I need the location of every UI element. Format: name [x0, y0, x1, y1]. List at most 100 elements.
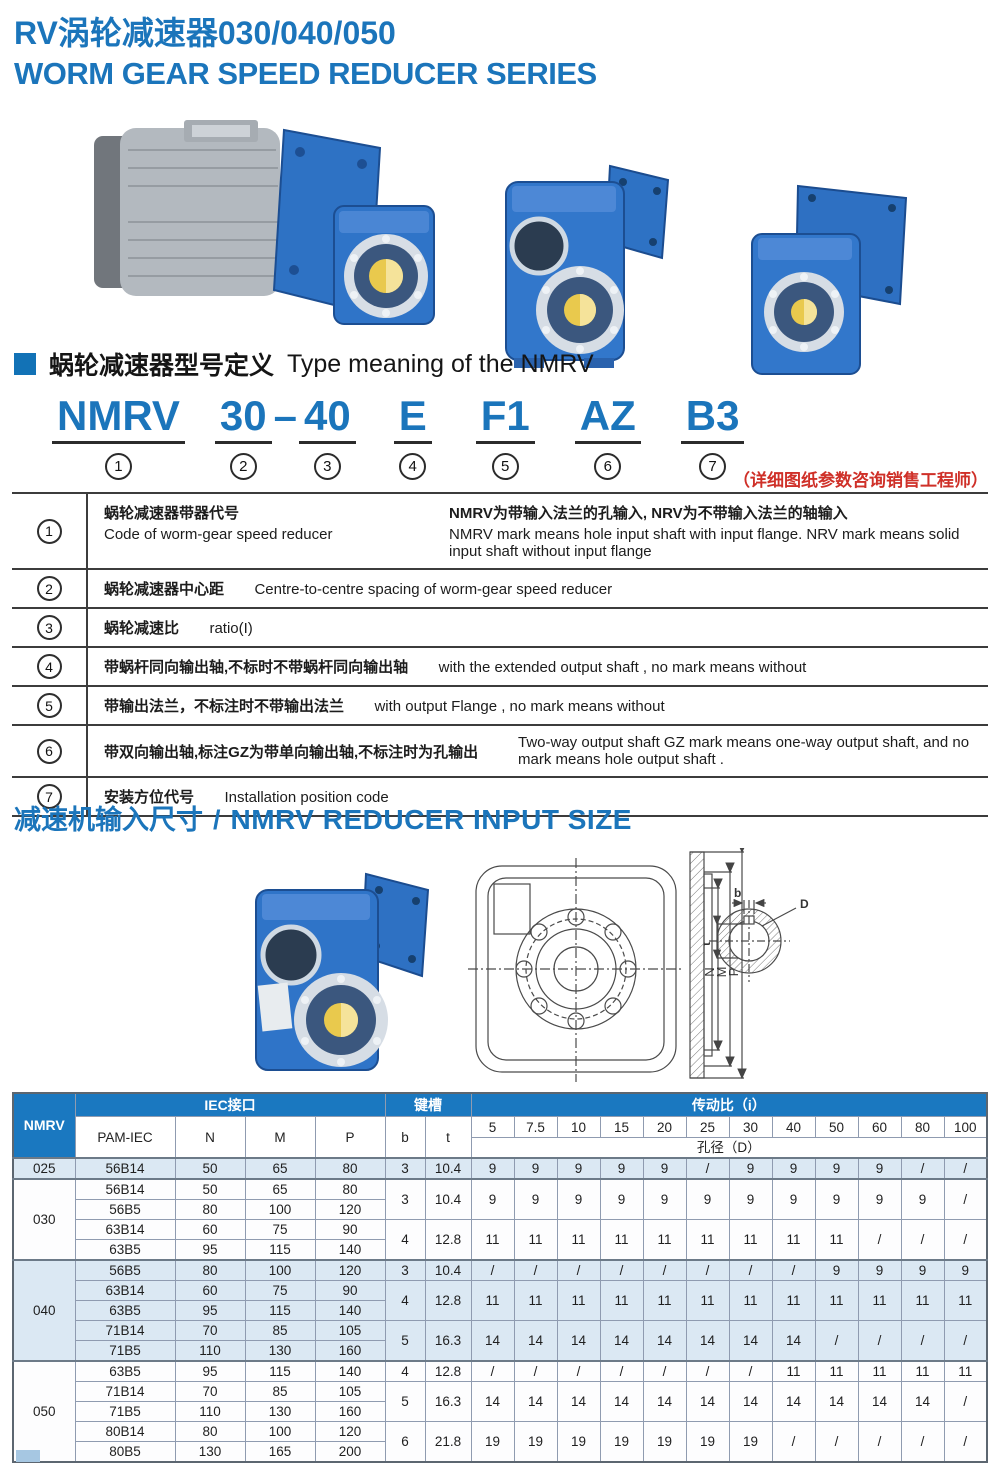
table-cell: 90 — [314, 1280, 386, 1301]
table-cell: 115 — [244, 1360, 316, 1382]
table-cell: 14 — [556, 1320, 601, 1362]
table-cell: 85 — [244, 1381, 316, 1402]
table-row: 030 56B14 50 65 80 3 10.4 9 9 9 9 9 9 9 9 9 9 9/ — [12, 1178, 988, 1261]
table-cell: 14 — [556, 1381, 601, 1422]
product-photo-reducer-three-quarter — [255, 872, 430, 1071]
table-cell: 19 — [642, 1421, 687, 1463]
row-number-badge: 2 — [36, 576, 62, 601]
table-row: 63B5 95 115 140 — [13, 1300, 987, 1321]
table-cell: 9 — [599, 1178, 644, 1220]
table-cell: 120 — [314, 1421, 386, 1442]
table-cell: / — [599, 1360, 644, 1382]
table-cell: 9 — [556, 1178, 601, 1220]
table-cell: 19 — [728, 1421, 773, 1463]
table-cell: 105 — [314, 1381, 386, 1402]
section-title-chinese: 蜗轮减速器型号定义 — [49, 352, 275, 380]
definition-zh: 蜗轮减速器带器代号 — [104, 505, 240, 522]
table-cell: 14 — [513, 1320, 558, 1362]
code-text: E — [393, 393, 432, 445]
table-cell: / — [814, 1421, 859, 1463]
table-cell: 71B14 — [74, 1381, 176, 1402]
table-cell: / — [943, 1178, 988, 1220]
table-cell: 130 — [244, 1401, 316, 1422]
table-cell: 63B5 — [74, 1360, 176, 1382]
table-cell: 140 — [314, 1239, 386, 1261]
table-cell: 11 — [771, 1360, 816, 1382]
section2-title-chinese: 减速机输入尺寸 — [14, 805, 203, 835]
model-code-segment: NMRV 1 — [52, 393, 185, 481]
table-cell: 9 — [857, 1259, 902, 1281]
row-number-cell: 3 — [12, 608, 88, 648]
header-nmrv: NMRV — [12, 1092, 76, 1159]
table-cell: 16.3 — [424, 1320, 472, 1362]
table-cell: 90 — [314, 1219, 386, 1240]
table-cell: 10.4 — [424, 1178, 472, 1220]
header-ratio: 10 — [556, 1116, 601, 1138]
table-cell: 63B14 — [74, 1280, 176, 1301]
table-cell: 14 — [814, 1381, 859, 1422]
table-cell: 3 — [384, 1157, 426, 1180]
table-cell: 14 — [685, 1381, 730, 1422]
table-header-row: NMRV IEC接口 键槽 传动比（i） — [12, 1092, 988, 1159]
table-cell: 11 — [556, 1280, 601, 1321]
table-cell: 11 — [943, 1360, 988, 1382]
product-photo-motor-reducer — [94, 120, 435, 325]
table-cell: 115 — [244, 1300, 316, 1321]
table-cell: 11 — [814, 1280, 859, 1321]
table-cell: 50 — [174, 1157, 246, 1180]
model-code-segment: E 4 — [393, 393, 432, 481]
table-row: 050 63B5 95 115 140 4 12.8// / / / //11 11 11 11 11 — [12, 1360, 988, 1463]
row-number-cell: 6 — [12, 725, 88, 778]
row-content-cell: 蜗轮减速器中心距 Centre-to-centre spacing of wor… — [87, 569, 988, 609]
definition-en: Two-way output shaft GZ mark means one-w… — [518, 734, 970, 768]
definition-zh: 蜗轮减速比 — [104, 620, 180, 637]
table-cell: 11 — [685, 1219, 730, 1261]
table-cell: 11 — [599, 1280, 644, 1321]
model-code-segment: AZ 6 — [574, 393, 641, 481]
table-cell: 70 — [174, 1320, 246, 1341]
table-cell: 4 — [384, 1360, 426, 1382]
table-row: 4 带蜗杆同向输出轴,不标时不带蜗杆同向输出轴 with the extende… — [12, 647, 988, 687]
table-cell: 9 — [513, 1178, 558, 1220]
table-cell: 60 — [174, 1219, 246, 1240]
definition-en: Centre-to-centre spacing of worm-gear sp… — [254, 581, 613, 598]
title-english: WORM GEAR SPEED REDUCER SERIES — [14, 56, 597, 92]
header-m: M — [244, 1116, 316, 1159]
table-row: 025 56B14 50 65 80 3 10.4 9 9 9 9 9/9 9 9 9// — [12, 1157, 988, 1180]
definition-en: with output Flange , no mark means witho… — [374, 698, 665, 715]
table-cell: 56B14 — [74, 1178, 176, 1200]
table-cell: 71B14 — [74, 1320, 176, 1341]
model-code-segment: 30 2 — [214, 393, 272, 481]
table-cell: 120 — [314, 1199, 386, 1220]
table-cell: 9 — [728, 1157, 773, 1180]
table-cell: 14 — [771, 1320, 816, 1362]
table-cell: 14 — [857, 1381, 902, 1422]
table-row: 56B5 80 100 120 — [13, 1199, 987, 1220]
table-cell: / — [900, 1157, 945, 1180]
table-cell: 63B5 — [74, 1239, 176, 1261]
table-row: 71B14 70 85 105 5 16.3 14 14 14 14 14 14 14 14// / / — [13, 1320, 988, 1362]
table-cell: 14 — [771, 1381, 816, 1422]
row-number-badge: 7 — [36, 784, 62, 809]
header-ratio: 15 — [599, 1116, 644, 1138]
dimension-label-p: P — [726, 968, 741, 977]
table-cell: 9 — [771, 1157, 816, 1180]
table-cell: 025 — [12, 1157, 76, 1180]
header-keyway-group: 键槽 — [384, 1092, 472, 1117]
table-cell: 11 — [728, 1280, 773, 1321]
table-cell: 71B5 — [74, 1340, 176, 1362]
section2-title-english: NMRV REDUCER INPUT SIZE — [230, 804, 632, 835]
table-cell: 60 — [174, 1280, 246, 1301]
title-chinese: RV涡轮减速器030/040/050 — [14, 15, 396, 51]
table-cell: 11 — [513, 1219, 558, 1261]
row-content-cell: 蜗轮减速器带器代号 NMRV为带输入法兰的孔输入, NRV为不带输入法兰的轴输入… — [87, 493, 988, 570]
row-number-cell: 5 — [12, 686, 88, 726]
section2-separator: / — [213, 805, 221, 835]
table-cell: 11 — [857, 1280, 902, 1321]
header-n: N — [174, 1116, 246, 1159]
table-cell: 11 — [470, 1280, 515, 1321]
table-cell: 14 — [900, 1381, 945, 1422]
code-text: 40 — [298, 393, 356, 445]
header-ratio: 20 — [642, 1116, 687, 1138]
table-cell: 9 — [771, 1178, 816, 1220]
